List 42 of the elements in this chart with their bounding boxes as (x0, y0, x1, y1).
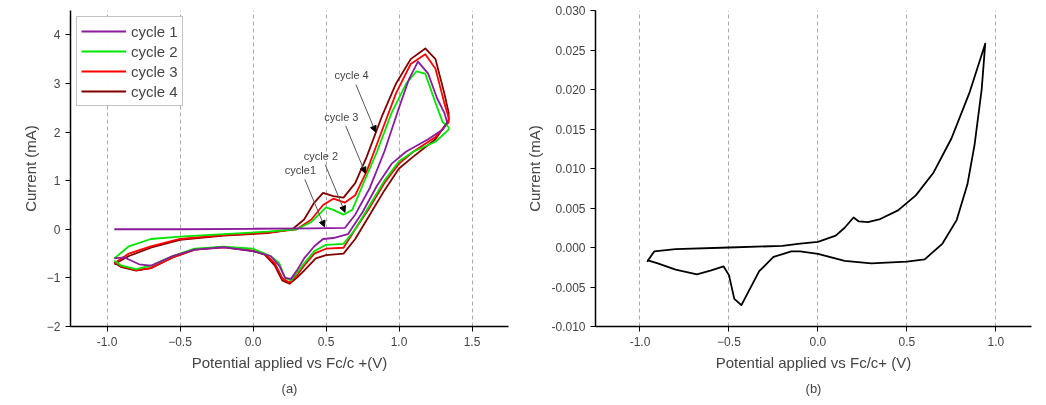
x-tick-label: 0.5 (898, 334, 916, 349)
x-tick-label: −0.5 (717, 334, 742, 349)
y-tick-label: 1 (53, 174, 61, 189)
annotation: cycle1 (284, 164, 317, 177)
x-tick-label: 1.5 (463, 334, 481, 349)
text: (a) (281, 380, 298, 396)
x-tick-label: 1.0 (987, 334, 1005, 349)
text: (b) (805, 380, 822, 396)
x-tick-label: 0.5 (317, 334, 335, 349)
legend-label: cycle 4 (131, 82, 178, 100)
x-tick-label: −0.5 (168, 334, 193, 349)
y-tick-label: 0.015 (555, 122, 586, 137)
x-tick-label: -1.0 (96, 334, 118, 349)
y-tick-label: 0 (53, 222, 61, 237)
x-tick-label: 1.0 (390, 334, 408, 349)
x-tick-label: -1.0 (629, 334, 651, 349)
x-tick-label: 0.0 (809, 334, 827, 349)
y-tick-label: 3 (53, 76, 61, 91)
x-tick-label: 0.0 (244, 334, 262, 349)
annotation: cycle 2 (303, 149, 339, 162)
annotation: cycle 4 (334, 69, 369, 82)
legend-label: cycle 2 (131, 42, 178, 60)
y-tick-label: −1 (46, 271, 61, 286)
y-axis-title: Current (mA) (21, 125, 39, 212)
legend-label: cycle 3 (131, 62, 178, 80)
x-axis-title: Potential applied vs Fc/c +(V) (191, 353, 388, 371)
y-tick-label: −2 (46, 320, 61, 334)
y-tick-label: 0.005 (555, 201, 586, 216)
y-tick-label: 0.020 (555, 83, 586, 97)
y-tick-label: 0.030 (555, 4, 586, 18)
y-tick-label: 0.000 (555, 241, 586, 255)
y-tick-label: 4 (53, 28, 61, 43)
y-tick-label: -0.005 (551, 280, 586, 295)
line-series (646, 42, 987, 307)
y-tick-label: 2 (53, 125, 61, 140)
x-axis-title: Potential applied vs Fc/c+ (V) (715, 353, 912, 371)
y-axis-title: Current (mA) (526, 125, 544, 212)
y-tick-label: 0.025 (555, 43, 586, 58)
legend-label: cycle 1 (131, 22, 178, 40)
y-tick-label: 0.010 (555, 162, 586, 176)
y-tick-label: -0.010 (551, 320, 586, 334)
annotation: cycle 3 (324, 110, 359, 123)
